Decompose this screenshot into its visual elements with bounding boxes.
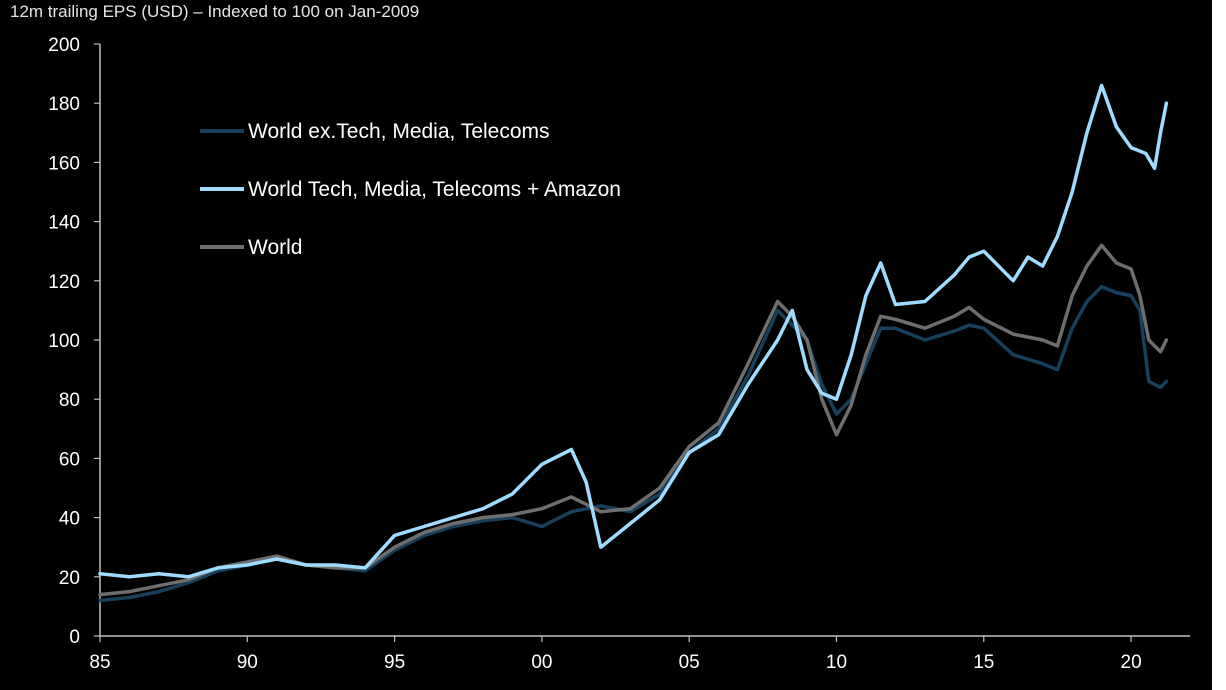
- y-tick-label: 120: [48, 272, 80, 293]
- x-tick-label: 10: [826, 652, 847, 673]
- legend-label: World Tech, Media, Telecoms + Amazon: [248, 178, 621, 201]
- y-tick-label: 200: [48, 35, 80, 56]
- y-tick-label: 100: [48, 331, 80, 352]
- series-line-3: [98, 243, 1169, 597]
- x-tick-label: 85: [89, 652, 110, 673]
- legend-label: World ex.Tech, Media, Telecoms: [248, 120, 550, 143]
- y-tick-label: 160: [48, 153, 80, 174]
- y-tick-label: 140: [48, 213, 80, 234]
- axes: 0 20 40 60 80 100 120 140 160 180 200 85 90 95 00 05 10 1…: [48, 35, 1190, 673]
- x-tick-label: 90: [237, 652, 258, 673]
- y-tick-label: 40: [59, 509, 80, 530]
- y-tick-label: 60: [59, 449, 80, 470]
- y-tick-label: 80: [59, 390, 80, 411]
- legend-label: World: [248, 236, 302, 259]
- series-line-2: [98, 83, 1169, 579]
- y-tick-label: 20: [59, 568, 80, 589]
- x-tick-label: 00: [531, 652, 552, 673]
- chart-title: 12m trailing EPS (USD) – Indexed to 100 …: [10, 2, 420, 21]
- legend: World ex.Tech, Media, Telecoms World Tech…: [200, 120, 621, 259]
- series-line-1: [98, 284, 1169, 603]
- y-tick-label: 180: [48, 94, 80, 115]
- series-layer: [98, 83, 1169, 603]
- x-tick-label: 05: [679, 652, 700, 673]
- x-tick-label: 20: [1121, 652, 1142, 673]
- y-tick-label: 0: [69, 627, 80, 648]
- x-tick-label: 15: [973, 652, 994, 673]
- x-tick-label: 95: [384, 652, 405, 673]
